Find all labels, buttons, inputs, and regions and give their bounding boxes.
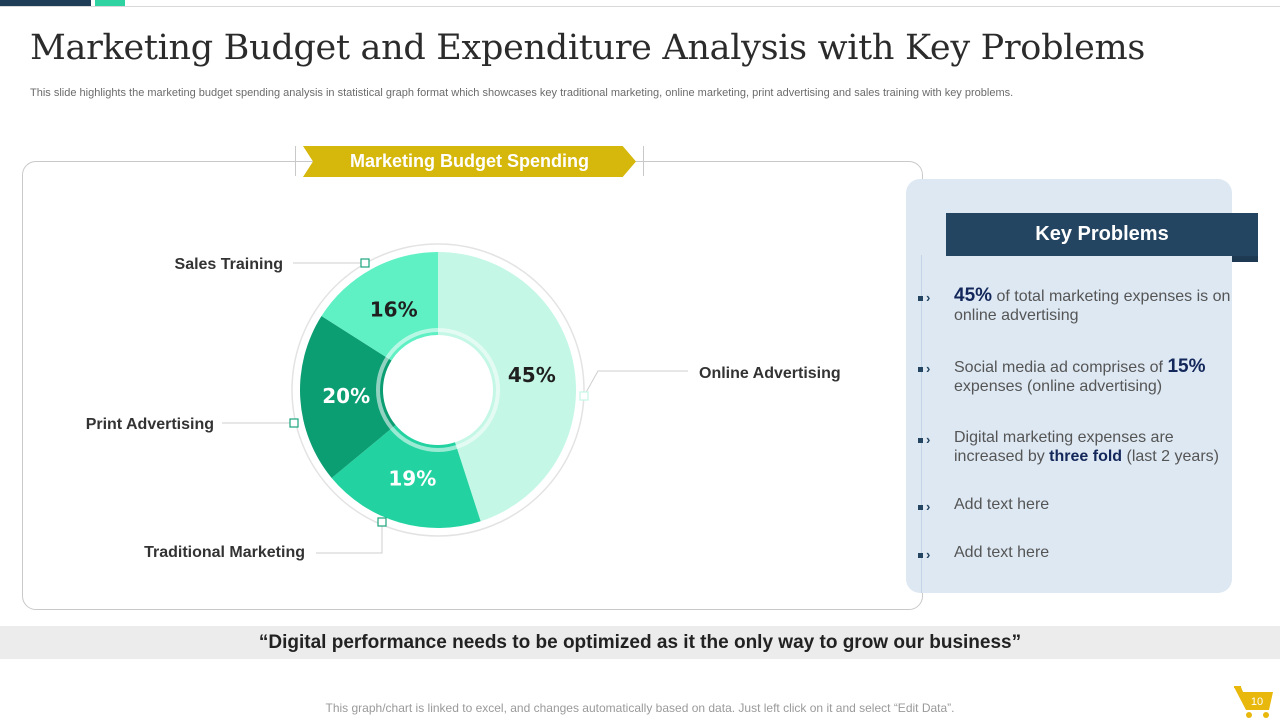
page-title: Marketing Budget and Expenditure Analysi…: [30, 28, 1146, 68]
leader-marker: [377, 517, 387, 527]
chevron-bullet-icon: ›: [918, 428, 954, 446]
problem-highlight: three fold: [1049, 448, 1123, 465]
category-label: Traditional Marketing: [144, 544, 305, 561]
pie-value-label: 45%: [508, 363, 556, 387]
chart-title-ribbon: Marketing Budget Spending: [303, 146, 636, 177]
chevron-bullet-icon: ›: [918, 357, 954, 375]
top-divider: [0, 6, 1280, 7]
leader-line: [583, 370, 688, 397]
donut-outer-ring: [291, 243, 585, 537]
chevron-bullet-icon: ›: [918, 495, 954, 513]
category-label: Online Advertising: [699, 365, 841, 382]
leader-line: [316, 522, 383, 554]
category-label: Sales Training: [175, 256, 283, 273]
key-problems-header-shadow: [1232, 255, 1258, 262]
quote-banner: “Digital performance needs to be optimiz…: [0, 626, 1280, 659]
pie-value-label: 20%: [322, 384, 370, 408]
problem-item-2: › Social media ad comprises of 15% expen…: [918, 357, 1238, 396]
pie-slice: [438, 252, 576, 522]
chevron-bullet-icon: ›: [918, 543, 954, 561]
pie-value-label: 19%: [388, 466, 436, 490]
pie-slice: [321, 252, 438, 361]
leader-marker: [289, 418, 299, 428]
key-problems-divider: [921, 255, 922, 593]
problem-item-3: › Digital marketing expenses are increas…: [918, 428, 1238, 466]
ribbon-tick-right: [643, 146, 644, 176]
ribbon-tick-left: [295, 146, 296, 176]
top-accent-bar-green: [95, 0, 125, 7]
problem-item-5: › Add text here: [918, 543, 1238, 562]
problem-highlight: 15%: [1167, 356, 1206, 377]
chevron-bullet-icon: ›: [918, 286, 954, 304]
problem-item-1: › 45% of total marketing expenses is on …: [918, 286, 1238, 325]
key-problems-header: Key Problems: [946, 213, 1258, 256]
pie-slice: [300, 316, 396, 478]
problem-highlight: 45%: [954, 285, 993, 306]
top-accent-bar-dark: [0, 0, 91, 7]
leader-marker: [360, 258, 370, 268]
problem-item-4: › Add text here: [918, 495, 1238, 514]
footer-note: This graph/chart is linked to excel, and…: [325, 701, 955, 715]
donut-hole: [386, 338, 490, 442]
pie-value-label: 16%: [370, 297, 418, 321]
page-subtitle: This slide highlights the marketing budg…: [30, 87, 1014, 99]
page-number: 10: [1250, 696, 1264, 708]
donut-inner-ring: [376, 328, 500, 452]
cart-icon: [1234, 686, 1273, 718]
category-label: Print Advertising: [86, 416, 214, 433]
leader-marker: [579, 391, 589, 401]
